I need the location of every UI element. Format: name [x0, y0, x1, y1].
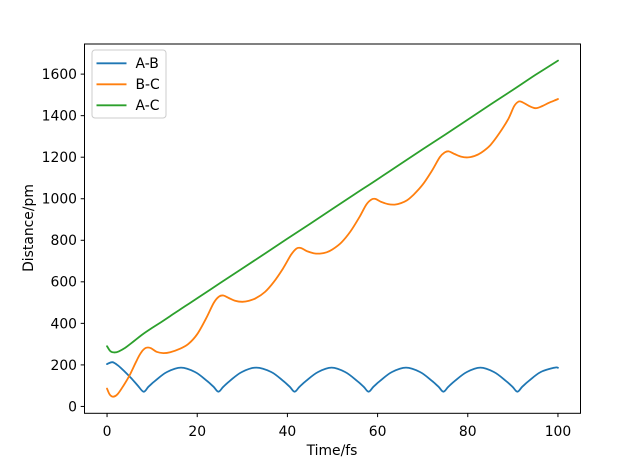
x-tick-label: 100 — [545, 424, 572, 440]
y-axis-label: Distance/pm — [21, 184, 37, 272]
y-tick-label: 1400 — [42, 109, 77, 125]
y-tick-label: 1200 — [42, 150, 77, 166]
y-tick-label: 600 — [50, 275, 77, 291]
y-tick-label: 400 — [50, 316, 77, 332]
legend-box — [91, 49, 167, 119]
legend-label-B-C: B-C — [136, 77, 160, 93]
x-tick-label: 40 — [279, 424, 297, 440]
series-line-A-C — [106, 59, 559, 354]
legend: A-B B-C A-C — [91, 49, 167, 119]
x-tick-label: 20 — [188, 424, 206, 440]
x-tick-label: 80 — [459, 424, 477, 440]
series-line-B-C — [106, 98, 559, 398]
y-tick-label: 800 — [50, 233, 77, 249]
y-tick-label: 0 — [68, 399, 77, 415]
plot-frame — [84, 43, 581, 414]
series-line-A-B — [106, 361, 559, 393]
x-tick-label: 60 — [369, 424, 387, 440]
y-tick-label: 1000 — [42, 192, 77, 208]
x-axis-label: Time/fs — [306, 443, 358, 459]
y-tick-label: 200 — [50, 358, 77, 374]
legend-label-A-B: A-B — [136, 56, 159, 72]
y-tick-label: 1600 — [42, 67, 77, 83]
x-tick-label: 0 — [103, 424, 112, 440]
legend-label-A-C: A-C — [136, 98, 160, 114]
